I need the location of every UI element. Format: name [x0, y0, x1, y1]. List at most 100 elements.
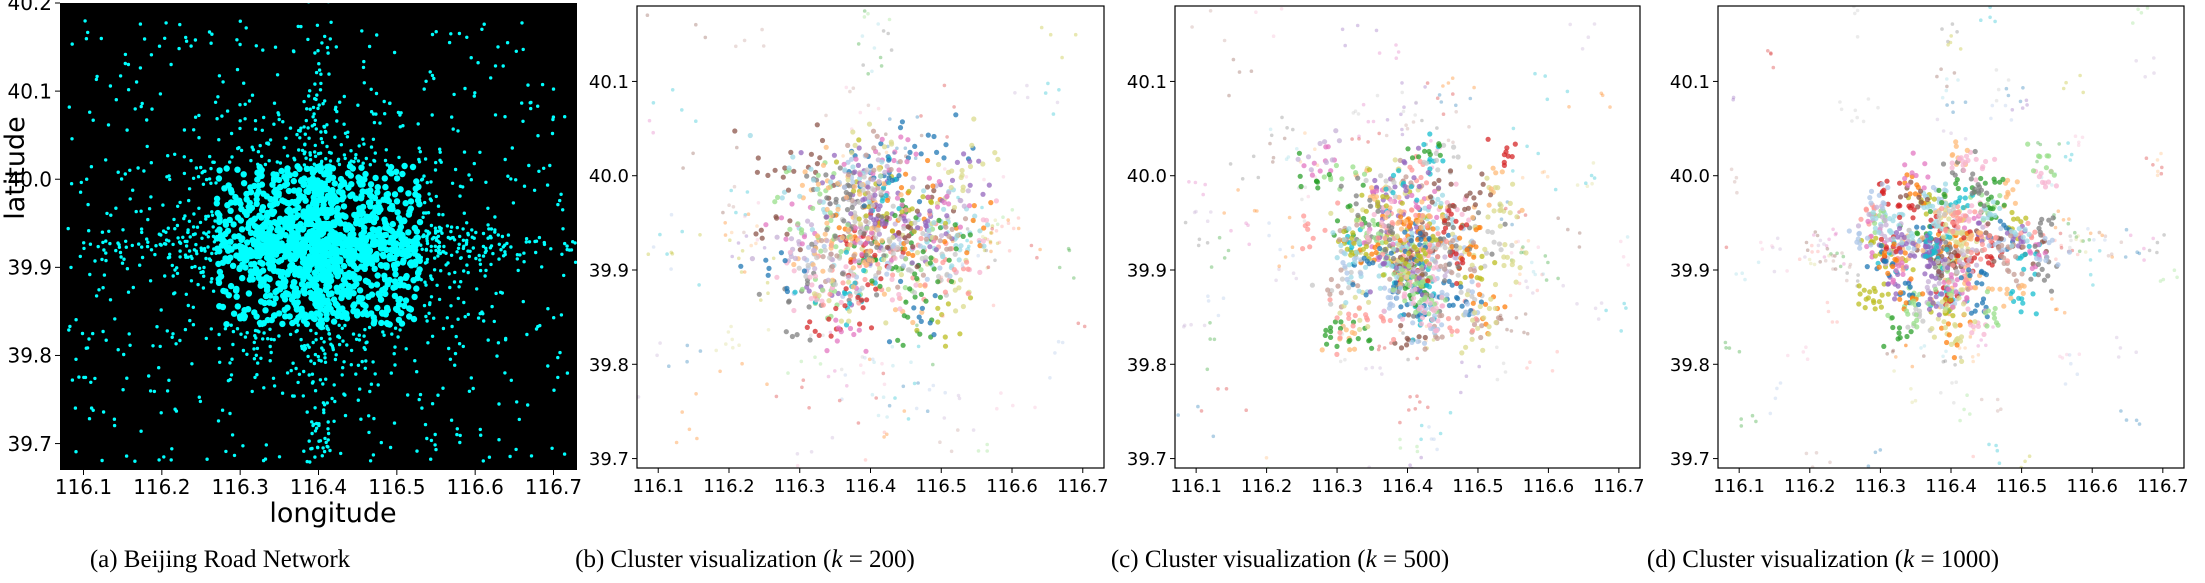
road-point	[254, 44, 258, 48]
cluster-point	[977, 240, 981, 244]
road-point	[165, 175, 169, 179]
cluster-point	[1555, 349, 1559, 354]
cluster-point	[925, 157, 931, 164]
road-point	[382, 333, 386, 337]
cluster-point	[812, 328, 818, 334]
cluster-point	[772, 199, 778, 205]
cluster-point	[827, 210, 833, 216]
road-point	[322, 285, 330, 292]
cluster-point	[1445, 221, 1451, 227]
cluster-point	[1343, 43, 1347, 48]
cluster-point	[1366, 119, 1371, 124]
road-point	[374, 304, 381, 312]
road-point	[187, 198, 191, 203]
cluster-point	[866, 199, 872, 205]
cluster-point	[1445, 232, 1452, 238]
cluster-point	[991, 303, 996, 308]
road-point	[323, 99, 327, 103]
cluster-point	[1183, 220, 1188, 225]
cluster-point	[826, 298, 832, 304]
road-point	[217, 138, 221, 142]
road-point	[183, 214, 187, 218]
road-point	[282, 215, 290, 222]
road-point	[255, 271, 262, 278]
cluster-point	[1001, 215, 1005, 219]
cluster-point	[874, 292, 880, 298]
cluster-point	[1355, 23, 1360, 28]
road-point	[216, 303, 223, 310]
road-point	[388, 445, 393, 450]
road-point	[590, 239, 593, 242]
road-point	[349, 191, 356, 199]
road-point	[192, 128, 196, 132]
cluster-point	[670, 252, 675, 256]
cluster-point	[1435, 196, 1441, 202]
road-point	[136, 166, 140, 170]
road-point	[367, 325, 372, 330]
road-point	[388, 246, 395, 253]
road-point	[369, 239, 377, 246]
cluster-point	[1550, 369, 1555, 373]
road-point	[373, 151, 377, 155]
road-point	[149, 195, 153, 199]
cluster-point	[863, 356, 867, 360]
road-point	[331, 221, 338, 229]
road-point	[310, 372, 315, 376]
road-point	[343, 156, 347, 161]
road-point	[256, 227, 263, 234]
cluster-point	[858, 182, 865, 188]
cluster-point	[825, 277, 831, 283]
road-point	[182, 216, 186, 221]
road-point	[430, 73, 435, 78]
cluster-point	[892, 212, 898, 219]
cluster-point	[927, 320, 933, 326]
road-point	[124, 245, 128, 249]
cluster-point	[1303, 131, 1307, 135]
cluster-point	[1114, 254, 1118, 258]
road-point	[86, 202, 90, 207]
road-point	[392, 352, 396, 356]
road-point	[493, 215, 497, 219]
road-point	[304, 156, 308, 160]
cluster-point	[809, 282, 815, 288]
road-point	[422, 303, 427, 308]
road-point	[370, 320, 377, 327]
road-point	[489, 236, 493, 240]
road-point	[563, 115, 567, 119]
road-point	[316, 49, 320, 53]
road-point	[480, 27, 484, 31]
cluster-point	[870, 392, 875, 397]
road-point	[116, 348, 120, 352]
road-point	[173, 291, 177, 295]
road-point	[204, 232, 208, 236]
cluster-point	[1418, 174, 1424, 181]
road-point	[310, 431, 314, 436]
x-tick-label: 116.2	[133, 475, 190, 499]
road-point	[457, 242, 461, 246]
cluster-point	[949, 168, 955, 174]
road-point	[308, 89, 312, 93]
cluster-point	[851, 331, 857, 338]
cluster-point	[827, 201, 833, 207]
road-point	[254, 353, 258, 357]
road-point	[104, 251, 108, 255]
road-point	[325, 326, 329, 331]
road-point	[484, 246, 488, 250]
cluster-point	[892, 255, 898, 261]
cluster-point	[799, 286, 806, 292]
cluster-point	[877, 576, 881, 580]
road-point	[264, 255, 272, 262]
cluster-point	[1500, 317, 1504, 322]
road-point	[292, 198, 299, 206]
cluster-point	[882, 169, 888, 175]
cluster-point	[1082, 324, 1087, 329]
road-point	[439, 269, 443, 273]
road-point	[228, 361, 232, 365]
road-point	[477, 253, 481, 258]
cluster-point	[1355, 336, 1361, 342]
cluster-point	[888, 166, 894, 173]
road-point	[316, 354, 320, 359]
cluster-point	[1509, 251, 1514, 255]
cluster-point	[817, 155, 823, 161]
cluster-point	[1387, 276, 1393, 282]
